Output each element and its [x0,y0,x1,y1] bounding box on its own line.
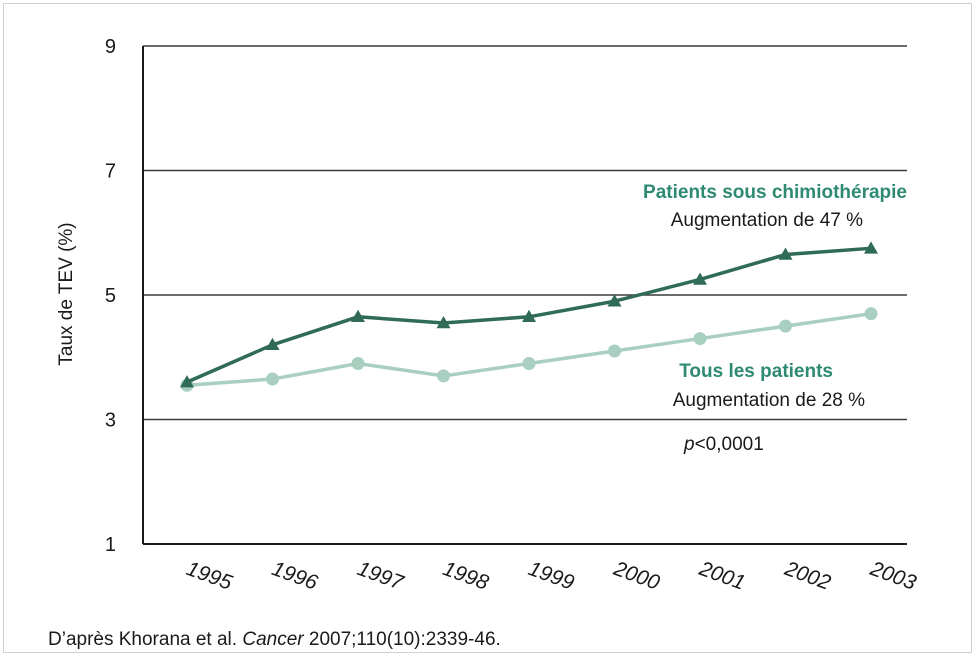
x-tick-1995: 1995 [183,557,235,595]
x-tick-1999: 1999 [525,557,577,595]
series-all-increase: Augmentation de 28 % [673,390,865,411]
series-all-label: Tous les patients [679,361,833,382]
series-0-point-1995 [180,375,194,388]
y-tick-9: 9 [105,36,116,58]
series-1-point-1997 [351,356,365,370]
series-chemo-increase: Augmentation de 47 % [671,210,863,231]
x-tick-2002: 2002 [781,557,834,595]
series-0-point-2000 [607,294,622,307]
series-chemo-label: Patients sous chimiothérapie [643,182,907,203]
series-0 [180,241,878,388]
x-tick-1998: 1998 [440,557,492,595]
series-1 [180,307,878,392]
source-suffix: 2007;110(10):2339-46. [304,629,501,650]
grid-lines [143,45,907,421]
y-tick-labels: 1 3 5 7 9 [105,36,116,556]
chart: 1 3 5 7 9 1995 1996 1997 1998 1999 2000 2001 2002 20… [3,3,972,653]
p-value-annotation: p<0,0001 [683,434,764,455]
y-axis-label: Taux de TEV (%) [56,222,77,365]
series-0-point-1997 [351,309,365,323]
series-0-point-2003 [864,241,878,254]
series-1-point-1998 [437,369,450,383]
line-chart-svg: 1 3 5 7 9 1995 1996 1997 1998 1999 2000 2001 2002 20… [48,36,919,650]
series-0-point-1996 [265,337,280,351]
series-1-point-1996 [266,372,279,386]
source-journal: Cancer [242,629,304,650]
y-tick-3: 3 [105,410,116,432]
x-tick-1997: 1997 [354,557,407,595]
series-1-point-2002 [779,319,792,333]
source-prefix: D’après Khorana et al. [48,629,242,650]
x-tick-1996: 1996 [269,557,321,595]
x-tick-2003: 2003 [866,557,919,595]
series-0-point-1998 [436,316,451,329]
x-tick-2001: 2001 [695,557,748,595]
series [180,241,878,392]
series-1-point-1999 [522,356,536,370]
y-tick-7: 7 [105,161,116,183]
series-1-point-2003 [864,307,878,321]
source-citation: D’après Khorana et al. Cancer 2007;110(1… [48,629,501,650]
x-tick-labels: 1995 1996 1997 1998 1999 2000 2001 2002 2003 [183,557,919,595]
y-tick-1: 1 [105,534,116,556]
series-0-point-1999 [522,309,536,323]
axes [142,46,907,545]
series-1-point-2001 [693,332,707,346]
series-0-point-2002 [778,247,793,260]
series-1-point-2000 [608,344,621,358]
x-tick-2000: 2000 [610,557,663,595]
series-0-point-2001 [693,272,707,285]
y-tick-5: 5 [105,285,116,307]
